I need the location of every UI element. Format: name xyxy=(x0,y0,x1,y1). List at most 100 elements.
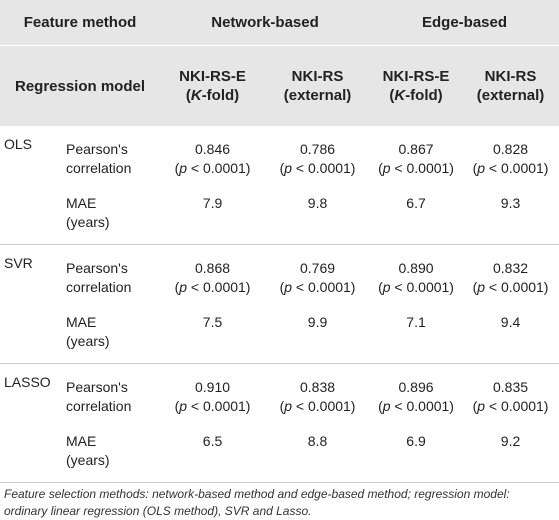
value-cell: 0.832 (p < 0.0001) xyxy=(462,245,559,312)
text-part: (external) xyxy=(283,87,352,104)
model-cell xyxy=(0,192,62,245)
value-cell: 9.2 xyxy=(462,430,559,483)
value-cell: 7.9 xyxy=(160,192,266,245)
value: 7.5 xyxy=(202,314,223,330)
text-part: ( xyxy=(378,279,383,295)
value-cell: 9.8 xyxy=(265,192,371,245)
header-cell: NKI-RS-E (K-fold) xyxy=(160,45,266,126)
value-cell: 7.5 xyxy=(160,311,266,364)
text-part: p xyxy=(477,398,486,414)
value: 7.1 xyxy=(406,314,426,330)
model-name: SVR xyxy=(4,255,33,271)
text-part: p xyxy=(477,160,486,176)
value-cell: 6.7 xyxy=(370,192,463,245)
text-part: < 0.0001) xyxy=(292,160,356,176)
text-part: p xyxy=(382,160,391,176)
model-cell: LASSO xyxy=(0,364,62,431)
column-name: NKI-RS-E xyxy=(179,68,246,85)
text-part: ( xyxy=(389,87,395,104)
text-part: K xyxy=(190,87,202,104)
text-part: ( xyxy=(279,160,285,176)
value: 0.769 xyxy=(299,260,336,276)
value-cell: 7.1 xyxy=(370,311,463,364)
text-part: p xyxy=(477,279,486,295)
text-part: ( xyxy=(174,160,180,176)
text-part: p xyxy=(284,160,293,176)
text-part: < 0.0001) xyxy=(187,279,251,295)
metric-name: (years) xyxy=(66,333,110,349)
table-body: OLS Pearson's correlation 0.846 (p < 0.0001)… xyxy=(0,126,559,483)
header-cell: NKI-RS-E (K-fold) xyxy=(370,45,463,126)
header-cell: Network-based xyxy=(160,0,371,46)
header-cell: Edge-based xyxy=(370,0,559,46)
footnote: Feature selection methods: network-based… xyxy=(4,487,510,518)
value: 0.832 xyxy=(492,260,529,276)
value: 6.9 xyxy=(406,433,426,449)
text-part: p xyxy=(179,160,188,176)
value-cell: 9.4 xyxy=(462,311,559,364)
metric-name: correlation xyxy=(66,160,132,176)
table-row: MAE (years) 7.5 9.9 7.1 9.4 xyxy=(0,311,559,364)
text-part: ( xyxy=(174,398,180,414)
text-part: ( xyxy=(185,87,191,104)
text-part: ( xyxy=(472,398,478,414)
value: 7.9 xyxy=(202,195,223,211)
model-cell: OLS xyxy=(0,126,62,192)
value: 9.9 xyxy=(307,314,328,330)
text-part: ( xyxy=(279,279,285,295)
metric-cell: MAE (years) xyxy=(62,311,161,364)
header-cell: NKI-RS (external) xyxy=(462,45,559,126)
text-part: (external) xyxy=(476,87,545,104)
value: 9.3 xyxy=(500,195,521,211)
text-part: ( xyxy=(472,160,478,176)
value-cell: 9.3 xyxy=(462,192,559,245)
text-part: < 0.0001) xyxy=(292,279,356,295)
metric-cell: Pearson's correlation xyxy=(62,126,160,192)
text-part: < 0.0001) xyxy=(390,160,454,176)
value: 0.868 xyxy=(194,260,231,276)
table-row: LASSO Pearson's correlation 0.910 (p < 0.000… xyxy=(0,364,559,431)
value-cell: 6.5 xyxy=(160,430,266,483)
text-part: p xyxy=(284,398,293,414)
value: 0.846 xyxy=(194,141,231,157)
metric-name: MAE xyxy=(66,433,97,449)
text-part: < 0.0001) xyxy=(485,398,549,414)
value-cell: 0.828 (p < 0.0001) xyxy=(462,126,559,192)
metric-cell: MAE (years) xyxy=(62,192,161,245)
metric-name: Pearson's xyxy=(66,260,128,276)
table-row: MAE (years) 7.9 9.8 6.7 9.3 xyxy=(0,192,559,245)
table-row: OLS Pearson's correlation 0.846 (p < 0.0001)… xyxy=(0,126,559,192)
value-cell: 0.835 (p < 0.0001) xyxy=(462,364,559,431)
value: 9.2 xyxy=(500,433,521,449)
text-part: -fold) xyxy=(405,87,443,104)
value: 0.890 xyxy=(398,260,434,276)
metric-cell: MAE (years) xyxy=(62,430,161,483)
header-cell: Feature method xyxy=(0,0,161,46)
value-cell: 0.868 (p < 0.0001) xyxy=(160,245,265,312)
table-row: MAE (years) 6.5 8.8 6.9 9.2 xyxy=(0,430,559,483)
metric-name: Pearson's xyxy=(66,379,128,395)
text-part: < 0.0001) xyxy=(485,160,549,176)
value-cell: 0.769 (p < 0.0001) xyxy=(265,245,370,312)
text-part: < 0.0001) xyxy=(187,398,251,414)
text-part: ( xyxy=(279,398,285,414)
value-cell: 0.846 (p < 0.0001) xyxy=(160,126,265,192)
metric-name: correlation xyxy=(66,398,132,414)
value-cell: 6.9 xyxy=(370,430,463,483)
value: 6.5 xyxy=(202,433,223,449)
value: 0.896 xyxy=(398,379,434,395)
text-part: p xyxy=(284,279,293,295)
text-part: < 0.0001) xyxy=(485,279,549,295)
metric-cell: Pearson's correlation xyxy=(62,245,160,312)
value-cell: 8.8 xyxy=(265,430,371,483)
value-cell: 0.867 (p < 0.0001) xyxy=(370,126,462,192)
value-cell: 0.890 (p < 0.0001) xyxy=(370,245,462,312)
column-name: NKI-RS xyxy=(484,68,537,85)
text-part: -fold) xyxy=(201,87,240,104)
text-part: p xyxy=(382,279,391,295)
value: 0.867 xyxy=(398,141,434,157)
metric-name: (years) xyxy=(66,452,110,468)
metric-name: correlation xyxy=(66,279,132,295)
value: 8.8 xyxy=(307,433,328,449)
results-table: Feature method Network-based Edge-based … xyxy=(0,0,559,483)
